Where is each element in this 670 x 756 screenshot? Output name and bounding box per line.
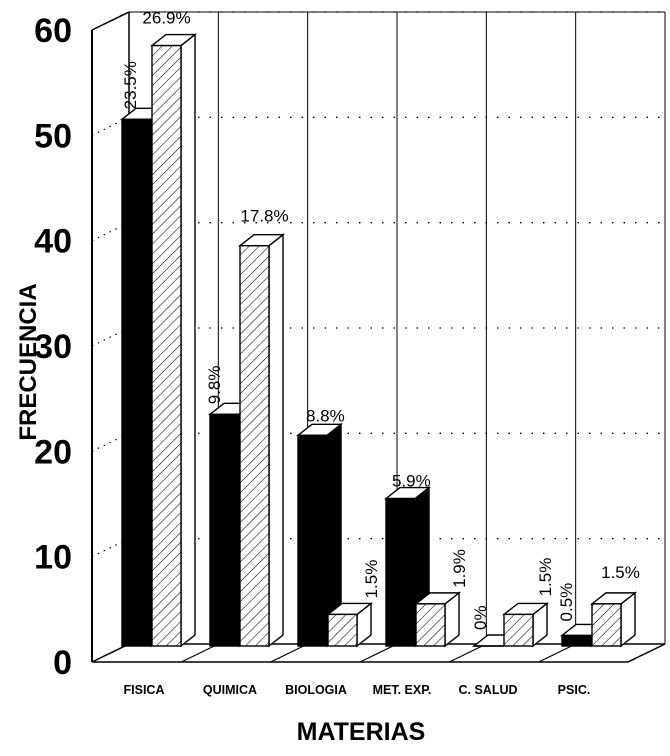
bar-series2 xyxy=(149,33,198,648)
y-tick-label: 60 xyxy=(34,12,72,50)
data-label-series2: 1.9% xyxy=(450,549,469,588)
data-label-series1: 23.5% xyxy=(121,61,140,109)
data-label-series2: 1.5% xyxy=(536,558,555,597)
floor-divider xyxy=(359,643,398,663)
y-tick-label: 10 xyxy=(34,539,72,577)
side-gridline xyxy=(91,327,130,347)
data-label-series1: 9.8% xyxy=(205,366,224,405)
y-tick-label: 30 xyxy=(34,328,72,366)
bar-series2 xyxy=(589,591,638,648)
data-label-series1: 0.5% xyxy=(557,583,576,622)
data-label-series2: 1.5% xyxy=(601,563,640,582)
data-label-series1: 5.9% xyxy=(392,472,431,491)
x-tick-label: BIOLOGIA xyxy=(285,683,347,697)
side-gridline xyxy=(91,538,130,558)
side-gridline xyxy=(91,432,130,452)
data-label-series1: 8.8% xyxy=(306,406,345,425)
side-gridline xyxy=(91,116,130,136)
x-tick-label: PSIC. xyxy=(558,683,591,697)
data-label-series2: 17.8% xyxy=(240,207,288,226)
y-axis-ticks: 0 10 20 30 40 50 60 xyxy=(34,12,72,682)
floor-divider xyxy=(538,643,576,663)
side-gridline xyxy=(91,11,130,31)
y-tick-label: 50 xyxy=(34,117,72,155)
x-tick-label: FISICA xyxy=(124,683,165,697)
floor-divider xyxy=(449,643,487,663)
y-tick-label: 0 xyxy=(53,644,72,682)
floor-divider xyxy=(270,643,308,663)
side-gridline xyxy=(91,222,130,242)
x-tick-label: QUIMICA xyxy=(203,683,257,697)
bar-series2 xyxy=(325,601,374,648)
x-tick-label: C. SALUD xyxy=(458,683,517,697)
x-axis-title: MATERIAS xyxy=(297,718,426,746)
data-label-series1: 0% xyxy=(471,605,490,630)
bars: 23.5% 26.9% 9.8% 17.8% 8.8% 1.5% 5.9% 1.9%0% 1.5… xyxy=(119,9,640,648)
data-label-series2: 1.5% xyxy=(362,560,381,599)
bar-series2 xyxy=(413,591,462,648)
floor-divider xyxy=(181,643,219,663)
x-tick-label: MET. EXP. xyxy=(373,683,432,697)
y-tick-label: 20 xyxy=(34,433,72,471)
y-tick-label: 40 xyxy=(34,223,72,261)
data-label-series2: 26.9% xyxy=(142,9,190,28)
bar-series1 xyxy=(295,422,344,648)
x-axis-categories: FISICA QUIMICA BIOLOGIA MET. EXP. C. SALUD PS… xyxy=(124,683,591,697)
bar-series2 xyxy=(237,233,286,648)
bar-series2 xyxy=(501,601,550,648)
y-axis-title: FRECUENCIA xyxy=(15,283,42,440)
